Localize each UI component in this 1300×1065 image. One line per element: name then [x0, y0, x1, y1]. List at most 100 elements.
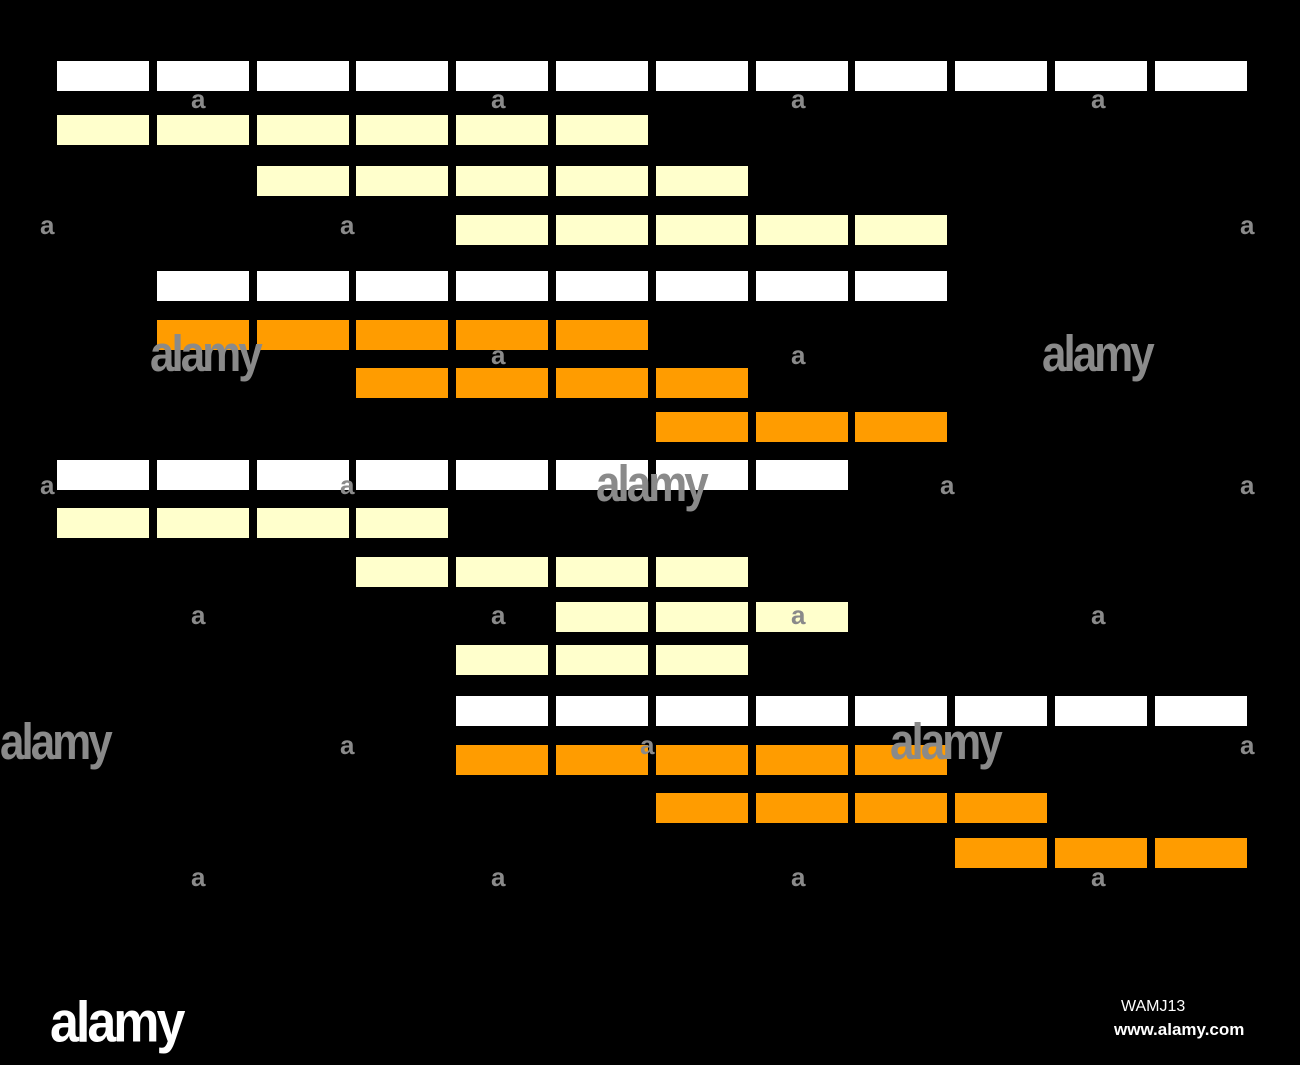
block-pale-r3-c6 — [556, 166, 648, 196]
block-pale-r12-c8 — [756, 602, 848, 632]
block-white-r14-c9 — [855, 696, 947, 726]
block-orange-r17-c11 — [1055, 838, 1147, 868]
block-white-r1-c8 — [756, 61, 848, 91]
block-orange-r15-c9 — [855, 745, 947, 775]
watermark-letter: a — [1240, 470, 1255, 500]
block-pale-r11-c6 — [556, 557, 648, 587]
block-orange-r15-c6 — [556, 745, 648, 775]
watermark-letter: a — [40, 210, 55, 240]
block-orange-r17-c12 — [1155, 838, 1247, 868]
block-orange-r8-c7 — [656, 412, 748, 442]
block-white-r1-c7 — [656, 61, 748, 91]
block-white-r1-c11 — [1055, 61, 1147, 91]
block-pale-r12-c6 — [556, 602, 648, 632]
block-white-r14-c10 — [955, 696, 1047, 726]
block-white-r1-c6 — [556, 61, 648, 91]
block-orange-r8-c9 — [855, 412, 947, 442]
block-white-r9-c3 — [257, 460, 349, 490]
watermark-letter: a — [491, 600, 506, 630]
watermark-letter: a — [191, 84, 206, 114]
alamy-logo: alamy — [50, 991, 185, 1055]
block-white-r9-c6 — [556, 460, 648, 490]
watermark-letter: a — [640, 730, 655, 760]
block-white-r9-c5 — [456, 460, 548, 490]
block-pale-r3-c4 — [356, 166, 448, 196]
watermark-letter: a — [191, 862, 206, 892]
watermark-letter: a — [791, 862, 806, 892]
watermark-letter: a — [791, 84, 806, 114]
block-orange-r7-c7 — [656, 368, 748, 398]
block-orange-r6-c6 — [556, 320, 648, 350]
block-pale-r2-c1 — [57, 115, 149, 145]
watermark-letter: a — [1091, 84, 1106, 114]
block-pale-r2-c6 — [556, 115, 648, 145]
block-white-r9-c4 — [356, 460, 448, 490]
watermark-letter: a — [491, 340, 506, 370]
watermark-logo: alamy — [890, 714, 1003, 771]
block-white-r5-c4 — [356, 271, 448, 301]
block-pale-r13-c6 — [556, 645, 648, 675]
watermark-letter: a — [191, 600, 206, 630]
block-pale-r2-c2 — [157, 115, 249, 145]
block-orange-r15-c7 — [656, 745, 748, 775]
watermark-letter: a — [1240, 210, 1255, 240]
block-white-r5-c7 — [656, 271, 748, 301]
watermark-letter: a — [340, 210, 355, 240]
block-white-r14-c6 — [556, 696, 648, 726]
block-pale-r4-c5 — [456, 215, 548, 245]
watermark-logo: alamy — [1042, 326, 1155, 383]
watermark-logo: alamy — [150, 326, 263, 383]
block-pale-r11-c5 — [456, 557, 548, 587]
block-pale-r2-c3 — [257, 115, 349, 145]
block-orange-r8-c8 — [756, 412, 848, 442]
block-pale-r4-c9 — [855, 215, 947, 245]
block-pale-r2-c5 — [456, 115, 548, 145]
block-orange-r16-c10 — [955, 793, 1047, 823]
block-orange-r7-c6 — [556, 368, 648, 398]
block-pale-r3-c5 — [456, 166, 548, 196]
block-white-r1-c9 — [855, 61, 947, 91]
block-pale-r10-c2 — [157, 508, 249, 538]
block-white-r9-c2 — [157, 460, 249, 490]
watermark-letter: a — [1091, 600, 1106, 630]
block-orange-r15-c8 — [756, 745, 848, 775]
block-orange-r7-c4 — [356, 368, 448, 398]
block-orange-r6-c5 — [456, 320, 548, 350]
block-white-r5-c8 — [756, 271, 848, 301]
block-white-r5-c9 — [855, 271, 947, 301]
block-orange-r15-c5 — [456, 745, 548, 775]
watermark-letter: a — [1091, 862, 1106, 892]
watermark-letter: a — [491, 862, 506, 892]
block-pale-r4-c8 — [756, 215, 848, 245]
block-orange-r17-c10 — [955, 838, 1047, 868]
block-pale-r3-c3 — [257, 166, 349, 196]
image-id: WAMJ13 — [1121, 998, 1186, 1015]
watermark-letter: a — [791, 340, 806, 370]
watermark-letter: a — [340, 470, 355, 500]
block-orange-r7-c5 — [456, 368, 548, 398]
watermark-letter: a — [340, 730, 355, 760]
block-orange-r6-c4 — [356, 320, 448, 350]
watermark-letter: a — [40, 470, 55, 500]
block-white-r1-c10 — [955, 61, 1047, 91]
block-orange-r16-c9 — [855, 793, 947, 823]
block-pale-r3-c7 — [656, 166, 748, 196]
block-white-r14-c7 — [656, 696, 748, 726]
watermark-letter: a — [940, 470, 955, 500]
block-white-r5-c2 — [157, 271, 249, 301]
block-white-r9-c1 — [57, 460, 149, 490]
block-pale-r4-c7 — [656, 215, 748, 245]
block-white-r9-c8 — [756, 460, 848, 490]
block-white-r14-c12 — [1155, 696, 1247, 726]
block-pale-r13-c5 — [456, 645, 548, 675]
block-white-r5-c5 — [456, 271, 548, 301]
block-pale-r10-c3 — [257, 508, 349, 538]
block-white-r1-c1 — [57, 61, 149, 91]
block-pale-r10-c4 — [356, 508, 448, 538]
block-white-r5-c6 — [556, 271, 648, 301]
watermark-letter: a — [1240, 730, 1255, 760]
site-url: www.alamy.com — [1114, 1020, 1245, 1039]
block-pale-r4-c6 — [556, 215, 648, 245]
block-white-r1-c12 — [1155, 61, 1247, 91]
watermark-letter: a — [791, 600, 806, 630]
